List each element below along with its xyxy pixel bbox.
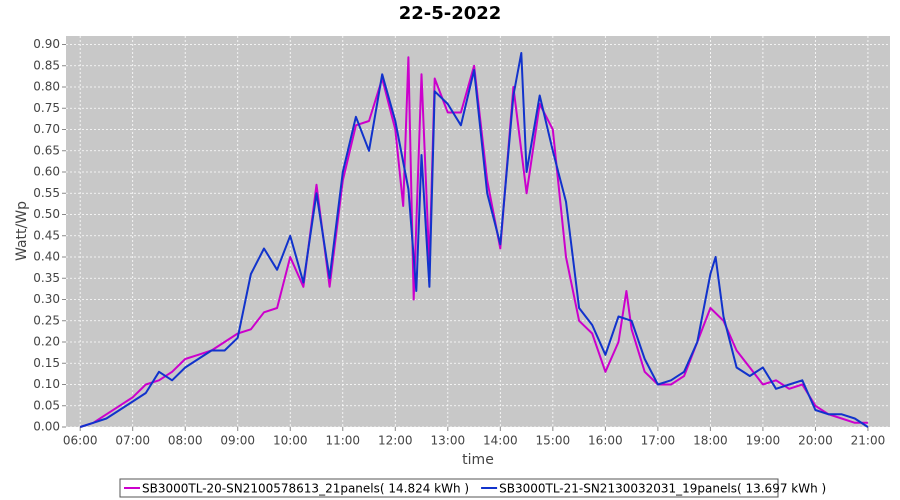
y-tick-label: 0.15 <box>33 356 60 370</box>
legend-label: SB3000TL-20-SN2100578613_21panels( 14.82… <box>142 482 469 496</box>
y-tick-label: 0.00 <box>33 420 60 434</box>
y-axis-label: Watt/Wp <box>14 201 30 261</box>
legend-label: SB3000TL-21-SN2130032031_19panels( 13.69… <box>499 482 826 496</box>
y-tick-label: 0.40 <box>33 250 60 264</box>
y-tick-label: 0.65 <box>33 143 60 157</box>
x-axis-label: time <box>462 452 494 468</box>
x-tick-label: 21:00 <box>851 434 886 448</box>
x-tick-label: 06:00 <box>63 434 98 448</box>
series-line <box>79 52 869 428</box>
x-tick-label: 17:00 <box>641 434 676 448</box>
y-tick-label: 0.55 <box>33 186 60 200</box>
x-tick-label: 14:00 <box>483 434 518 448</box>
y-tick-label: 0.90 <box>33 37 60 51</box>
x-tick-label: 11:00 <box>325 434 360 448</box>
y-tick-label: 0.25 <box>33 313 60 327</box>
x-tick-label: 12:00 <box>378 434 413 448</box>
legend-box <box>119 478 779 498</box>
x-tick-label: 08:00 <box>168 434 203 448</box>
y-tick-label: 0.45 <box>33 228 60 242</box>
x-tick-label: 13:00 <box>431 434 466 448</box>
x-tick-label: 09:00 <box>220 434 255 448</box>
y-tick-label: 0.35 <box>33 271 60 285</box>
y-tick-label: 0.10 <box>33 377 60 391</box>
y-tick-label: 0.75 <box>33 101 60 115</box>
y-tick-label: 0.20 <box>33 335 60 349</box>
x-tick-label: 16:00 <box>588 434 623 448</box>
x-tick-label: 07:00 <box>115 434 150 448</box>
x-tick-label: 19:00 <box>746 434 781 448</box>
y-tick-label: 0.85 <box>33 58 60 72</box>
y-tick-label: 0.80 <box>33 80 60 94</box>
x-tick-label: 20:00 <box>798 434 833 448</box>
y-tick-label: 0.05 <box>33 398 60 412</box>
x-tick-label: 10:00 <box>273 434 308 448</box>
y-tick-label: 0.50 <box>33 207 60 221</box>
x-tick-label: 18:00 <box>693 434 728 448</box>
y-tick-label: 0.60 <box>33 165 60 179</box>
x-tick-label: 15:00 <box>536 434 571 448</box>
chart-title: 22-5-2022 <box>399 3 502 24</box>
lines <box>79 52 869 428</box>
y-tick-label: 0.70 <box>33 122 60 136</box>
y-tick-label: 0.30 <box>33 292 60 306</box>
legend: SB3000TL-20-SN2100578613_21panels( 14.82… <box>124 482 826 496</box>
grid: 0.00 0.05 0.10 0.15 0.20 0.25 0.30 0.35 0.40 0.45… <box>33 36 890 448</box>
